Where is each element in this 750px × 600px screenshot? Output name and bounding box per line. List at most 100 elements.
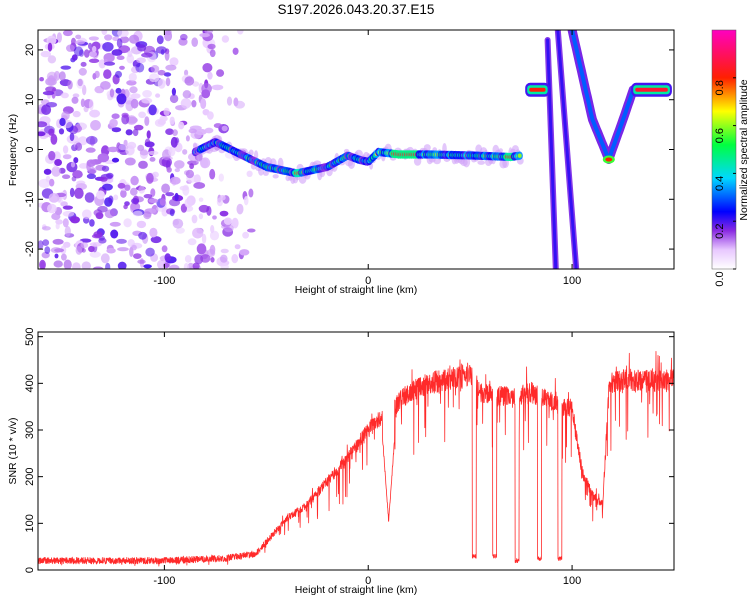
noise-blob bbox=[62, 174, 71, 179]
noise-blob bbox=[143, 211, 152, 220]
noise-blob bbox=[125, 129, 133, 136]
snr-axes: -100 0 100 0 100 200 300 400 500 bbox=[24, 327, 674, 587]
noise-blob bbox=[70, 161, 76, 168]
noise-blob bbox=[46, 35, 57, 46]
noise-blob bbox=[96, 190, 105, 200]
diagonal-line-core bbox=[546, 38, 558, 269]
noise-blob bbox=[191, 100, 197, 108]
noise-blob bbox=[242, 231, 250, 239]
noise-blob bbox=[131, 198, 140, 204]
noise-blob bbox=[201, 233, 207, 244]
noise-blob bbox=[209, 49, 216, 58]
noise-blob bbox=[133, 253, 142, 259]
noise-blob bbox=[180, 98, 192, 109]
noise-blob bbox=[201, 89, 211, 99]
noise-blob bbox=[72, 93, 80, 98]
noise-blob bbox=[198, 197, 204, 202]
noise-blob bbox=[193, 182, 206, 189]
noise-blob bbox=[188, 128, 197, 134]
noise-blob bbox=[39, 77, 44, 82]
x-tick-label: 0 bbox=[365, 275, 371, 287]
snr-line bbox=[38, 351, 674, 567]
track-halo bbox=[272, 174, 279, 179]
noise-blob bbox=[108, 195, 114, 204]
noise-blob bbox=[54, 159, 62, 166]
noise-blob bbox=[123, 204, 128, 210]
noise-blob bbox=[169, 57, 179, 66]
noise-blob bbox=[130, 187, 138, 196]
track-halo bbox=[477, 160, 486, 165]
noise-blob bbox=[62, 210, 75, 217]
snr-plot bbox=[38, 351, 674, 567]
noise-blob bbox=[169, 209, 175, 217]
noise-blob bbox=[209, 168, 216, 180]
noise-blob bbox=[165, 64, 177, 71]
noise-blob bbox=[234, 100, 245, 109]
noise-blob bbox=[218, 173, 224, 182]
noise-blob bbox=[135, 62, 145, 73]
spectrogram-xlabel: Height of straight line (km) bbox=[295, 284, 418, 296]
noise-blob bbox=[174, 168, 180, 173]
noise-blob bbox=[189, 163, 195, 170]
noise-blob bbox=[102, 42, 114, 52]
noise-blob bbox=[210, 257, 215, 263]
noise-blob bbox=[38, 240, 44, 249]
noise-blob bbox=[170, 136, 178, 148]
noise-blob bbox=[47, 203, 57, 214]
noise-blob bbox=[221, 35, 230, 43]
noise-blob bbox=[204, 127, 214, 134]
noise-blob bbox=[232, 47, 239, 55]
noise-blob bbox=[172, 218, 184, 229]
noise-blob bbox=[44, 246, 51, 255]
noise-blob bbox=[63, 30, 73, 37]
noise-blob bbox=[46, 71, 58, 82]
track-halo bbox=[262, 170, 269, 176]
noise-blob bbox=[226, 96, 233, 106]
noise-blob bbox=[209, 244, 216, 255]
noise-blob bbox=[62, 154, 72, 160]
noise-blob bbox=[117, 30, 129, 38]
noise-blob bbox=[123, 218, 132, 228]
noise-blob bbox=[239, 249, 250, 256]
noise-blob bbox=[163, 107, 170, 117]
noise-blob bbox=[90, 120, 101, 131]
noise-blob bbox=[184, 255, 192, 263]
noise-blob bbox=[127, 50, 133, 58]
y-tick-label: 200 bbox=[24, 467, 36, 485]
noise-blob bbox=[200, 157, 211, 169]
noise-blob bbox=[116, 55, 125, 60]
noise-blob bbox=[172, 129, 178, 137]
noise-blob bbox=[138, 231, 148, 240]
noise-blob bbox=[42, 239, 50, 247]
noise-blob bbox=[85, 147, 96, 153]
noise-blob bbox=[62, 205, 73, 210]
noise-blob bbox=[150, 236, 162, 244]
noise-blob bbox=[165, 128, 174, 135]
noise-blob bbox=[51, 166, 61, 177]
colorbar-label: Normalized spectral amplitude bbox=[738, 79, 750, 220]
noise-blob bbox=[41, 104, 52, 115]
noise-blob bbox=[165, 77, 171, 87]
noise-blob bbox=[54, 253, 59, 259]
noise-blob bbox=[236, 203, 244, 215]
noise-blob bbox=[148, 73, 160, 83]
noise-blob bbox=[89, 109, 101, 118]
noise-blob bbox=[237, 30, 244, 35]
noise-blob bbox=[41, 226, 51, 231]
noise-blob bbox=[247, 228, 256, 233]
noise-blob bbox=[128, 72, 137, 82]
noise-blob bbox=[152, 171, 159, 178]
noise-blob bbox=[50, 134, 58, 145]
noise-blob bbox=[121, 112, 129, 118]
track-halo bbox=[192, 142, 198, 149]
noise-blob bbox=[211, 84, 224, 91]
diagonal-line-core bbox=[556, 30, 578, 269]
noise-blob bbox=[70, 216, 80, 224]
noise-blob bbox=[155, 46, 167, 54]
noise-blob bbox=[210, 225, 215, 234]
noise-blob bbox=[95, 212, 104, 220]
noise-blob bbox=[73, 157, 79, 164]
noise-blob bbox=[219, 195, 226, 201]
noise-blob bbox=[185, 135, 190, 142]
